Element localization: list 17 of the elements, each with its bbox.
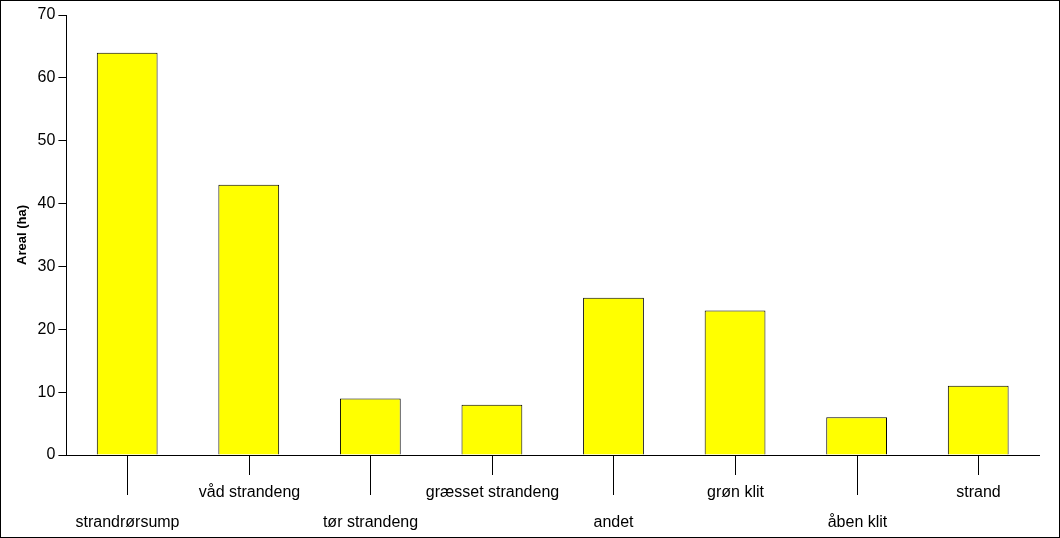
x-tick-label: græsset strandeng xyxy=(425,483,560,501)
x-tick-label: andet xyxy=(593,513,635,531)
y-tick-label: 60 xyxy=(37,68,56,86)
y-tick-label: 70 xyxy=(37,5,56,23)
x-tick-label: grøn klit xyxy=(707,483,765,501)
y-tick-label: 10 xyxy=(37,382,56,400)
x-tick-label: våd strandeng xyxy=(198,483,301,501)
x-tick-label: tør strandeng xyxy=(322,513,419,531)
x-tick-label: strand xyxy=(956,483,1001,501)
y-tick-label: 40 xyxy=(37,193,56,211)
y-tick-label: 0 xyxy=(46,445,56,463)
x-tick-label: strandrørsump xyxy=(75,513,180,531)
y-tick-label: 30 xyxy=(37,256,56,274)
y-tick-label: 50 xyxy=(37,131,56,149)
x-tick-label: åben klit xyxy=(827,513,888,531)
y-tick-label: 20 xyxy=(37,319,56,337)
y-axis-title: Areal (ha) xyxy=(14,205,30,265)
